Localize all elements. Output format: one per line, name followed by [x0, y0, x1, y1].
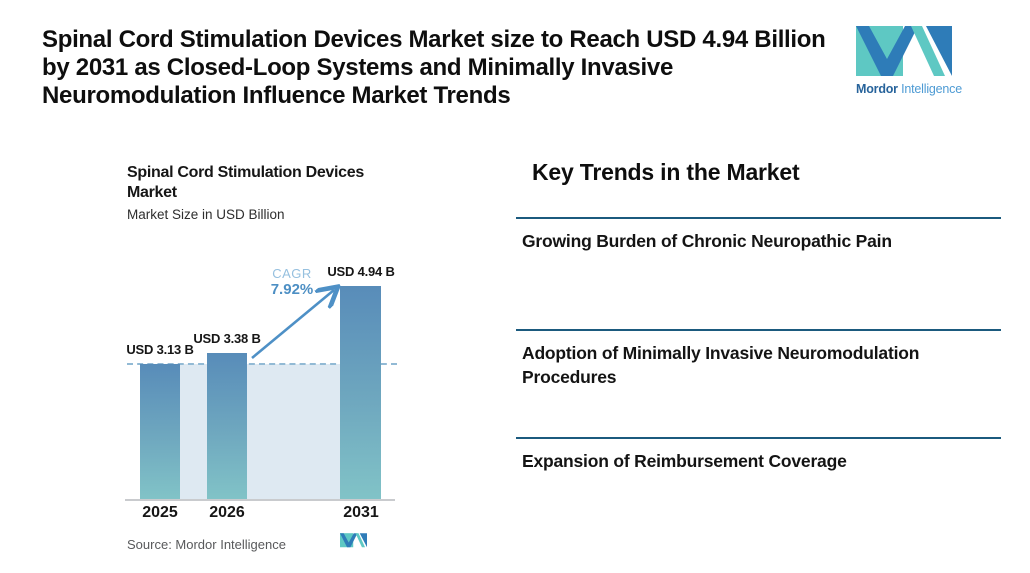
- bar-value-label-2031: USD 4.94 B: [327, 264, 395, 279]
- x-tick-2031: 2031: [343, 504, 379, 521]
- mordor-m-logo-small-icon: [340, 533, 367, 548]
- chart-header: Spinal Cord Stimulation Devices Market M…: [127, 163, 397, 222]
- chart-subtitle: Market Size in USD Billion: [127, 207, 285, 222]
- page-title: Spinal Cord Stimulation Devices Market s…: [42, 26, 826, 109]
- x-tick-2025: 2025: [142, 504, 178, 521]
- brand-name-intelligence: Intelligence: [897, 82, 962, 96]
- source-attribution: Source: Mordor Intelligence: [127, 537, 286, 552]
- reference-area-band: [180, 364, 340, 499]
- chart-title: Spinal Cord Stimulation Devices Market: [127, 164, 364, 201]
- trend-item-2: Adoption of Minimally Invasive Neuromodu…: [522, 343, 920, 387]
- cagr-annotation: CAGR 7.92%: [255, 266, 329, 298]
- cagr-label: CAGR: [272, 266, 312, 281]
- key-trends-heading: Key Trends in the Market: [532, 159, 800, 185]
- x-tick-2026: 2026: [209, 504, 245, 521]
- cagr-value: 7.92%: [270, 281, 314, 298]
- bar-chart-plot: CAGR 7.92% USD 3.13 B USD 3.38 B USD 4.9…: [110, 240, 410, 521]
- dashed-reference-line: [127, 363, 397, 365]
- mordor-m-logo-icon: [856, 26, 952, 76]
- bar-2025: [140, 364, 180, 499]
- brand-name: Mordor Intelligence: [856, 82, 976, 96]
- trend-item-1: Growing Burden of Chronic Neuropathic Pa…: [522, 231, 892, 251]
- x-axis-line: [125, 499, 395, 501]
- bar-value-label-2026: USD 3.38 B: [193, 331, 261, 346]
- bar-2031: [340, 286, 381, 499]
- trend-divider-1: [516, 217, 1001, 219]
- trend-divider-3: [516, 437, 1001, 439]
- brand-name-mordor: Mordor: [856, 82, 898, 96]
- bar-2026: [207, 353, 247, 499]
- trend-item-3: Expansion of Reimbursement Coverage: [522, 451, 847, 471]
- trend-divider-2: [516, 329, 1001, 331]
- brand-logo: Mordor Intelligence: [856, 26, 976, 96]
- bar-value-label-2025: USD 3.13 B: [126, 342, 194, 357]
